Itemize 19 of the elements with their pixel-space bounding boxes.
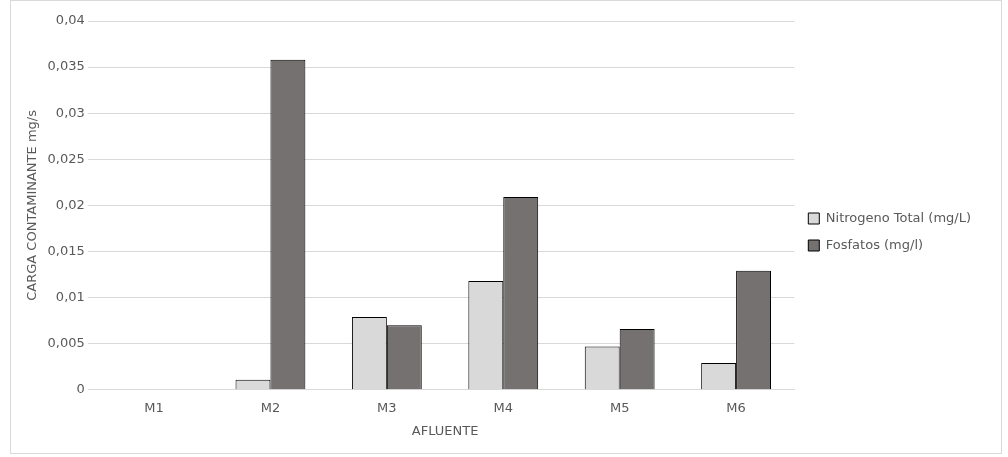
x-axis-title: AFLUENTE (411, 422, 479, 438)
y-tick-label: 0,005 (47, 335, 85, 351)
y-tick-label: 0,035 (47, 58, 85, 74)
y-tick-label: 0,02 (55, 196, 85, 212)
x-tick-label: M6 (726, 399, 746, 415)
x-tick-label: M1 (144, 399, 164, 415)
legend-label: Fosfatos (mg/l) (825, 236, 924, 252)
legend-label: Nitrogeno Total (mg/L) (825, 209, 972, 225)
x-tick-label: M4 (493, 399, 514, 415)
y-tick-label: 0,025 (47, 150, 85, 166)
x-tick-label: M5 (609, 399, 630, 415)
y-tick-label: 0,04 (55, 12, 85, 28)
y-tick-label: 0,03 (55, 104, 85, 120)
y-axis-title: CARGA CONTAMINANTE mg/s (24, 109, 40, 301)
x-tick-label: M2 (260, 399, 281, 415)
y-tick-label: 0,01 (55, 288, 85, 304)
y-tick-label: 0 (76, 381, 85, 397)
x-tick-label: M3 (377, 399, 397, 415)
y-tick-label: 0,015 (47, 242, 85, 258)
